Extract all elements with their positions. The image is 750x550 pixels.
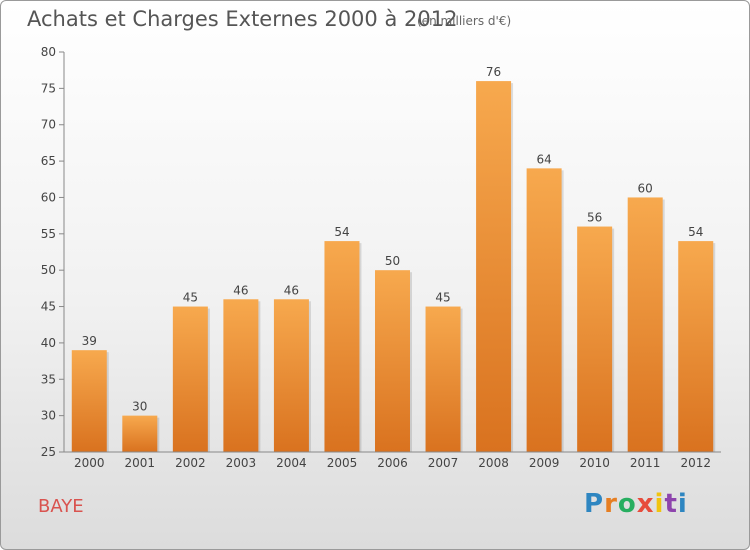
bar: [273, 299, 309, 452]
logo-letter: i: [654, 489, 665, 519]
x-tick-label: 2005: [327, 456, 358, 470]
bar: [375, 270, 410, 452]
bars-group: 39 30 45 46 46 54 50 45 76 64 56 60 54: [71, 65, 716, 452]
x-tick-label: 2010: [579, 456, 610, 470]
logo-letter: P: [584, 489, 605, 519]
y-tick-label: 40: [41, 336, 56, 350]
bar-value-label: 46: [284, 283, 299, 297]
y-tick-label: 65: [41, 154, 56, 168]
bar: [476, 81, 512, 452]
bar: [223, 299, 259, 452]
y-tick-label: 75: [41, 81, 56, 95]
bar: [577, 226, 613, 452]
y-tick-label: 55: [41, 227, 56, 241]
logo-letter: x: [636, 489, 655, 519]
bar: [172, 306, 208, 452]
bar-value-label: 45: [435, 291, 450, 305]
bar: [678, 241, 714, 452]
bar-value-label: 54: [334, 225, 349, 239]
x-tick-label: 2007: [428, 456, 459, 470]
logo-letter: i: [677, 489, 688, 519]
x-tick-label: 2009: [529, 456, 560, 470]
x-tick-label: 2012: [680, 456, 711, 470]
bar: [526, 168, 562, 452]
x-tick-label: 2000: [74, 456, 105, 470]
bar-value-label: 50: [385, 254, 400, 268]
y-tick-label: 60: [41, 190, 56, 204]
city-name: BAYE: [38, 496, 84, 517]
y-tick-label: 30: [41, 409, 56, 423]
bar: [425, 306, 461, 452]
x-tick-label: 2011: [630, 456, 661, 470]
y-tick-label: 70: [41, 118, 56, 132]
bar-value-label: 30: [132, 400, 147, 414]
bar-value-label: 76: [486, 65, 501, 79]
y-tick-label: 80: [41, 45, 56, 59]
proxiti-logo[interactable]: Proxiti: [584, 489, 688, 519]
bar: [627, 197, 663, 452]
bar: [122, 415, 158, 452]
chart-subtitle: (en milliers d'€): [417, 14, 512, 28]
bar: [324, 241, 360, 452]
logo-letter: o: [617, 489, 637, 519]
x-tick-label: 2002: [175, 456, 206, 470]
x-tick-label: 2004: [276, 456, 307, 470]
bar: [71, 350, 107, 452]
logo-letter: t: [664, 489, 678, 519]
bar-value-label: 64: [536, 152, 551, 166]
bar-value-label: 60: [638, 181, 653, 195]
y-tick-label: 45: [41, 300, 56, 314]
y-tick-label: 35: [41, 372, 56, 386]
y-tick-label: 50: [41, 263, 56, 277]
chart-title: Achats et Charges Externes 2000 à 2012: [27, 7, 458, 31]
bar-value-label: 46: [233, 283, 248, 297]
x-axis: 2000 2001 2002 2003 2004 2005 2006 2007 2008 2009…: [64, 451, 721, 470]
bar-value-label: 54: [688, 225, 703, 239]
x-tick-label: 2006: [377, 456, 408, 470]
y-tick-label: 25: [41, 445, 56, 459]
bar-value-label: 45: [183, 291, 198, 305]
x-tick-label: 2003: [226, 456, 257, 470]
bar-value-label: 39: [82, 334, 97, 348]
y-axis: 25 30 35 40 45 50 55 60 65 70 75 80: [41, 45, 65, 459]
x-tick-label: 2008: [478, 456, 509, 470]
logo-letter: r: [604, 489, 618, 519]
x-tick-label: 2001: [125, 456, 156, 470]
bar-value-label: 56: [587, 211, 602, 225]
